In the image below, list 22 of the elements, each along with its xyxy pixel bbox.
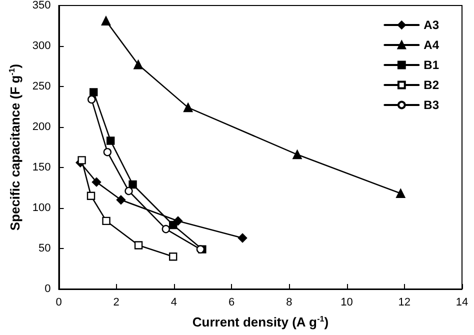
y-tick-label: 150 [32, 162, 51, 174]
legend-label: A4 [424, 38, 440, 52]
x-tick-label: 14 [456, 296, 468, 308]
legend-label: B3 [424, 98, 440, 112]
y-axis-title: Specific capacitance (F g-1) [8, 64, 22, 231]
x-tick-label: 2 [113, 296, 120, 308]
y-tick-label: 300 [32, 40, 51, 52]
y-tick-label: 350 [32, 0, 51, 12]
legend-label: B2 [424, 78, 440, 92]
x-tick-label: 8 [286, 296, 292, 308]
y-tick-label: 50 [38, 242, 51, 254]
legend-label: A3 [424, 18, 440, 32]
x-tick-label: 4 [170, 296, 178, 308]
x-tick-label: 6 [228, 296, 235, 308]
x-tick-label: 10 [340, 296, 353, 308]
y-tick-label: 250 [32, 80, 51, 92]
y-tick-label: 100 [32, 202, 51, 214]
y-tick-label: 0 [44, 283, 51, 295]
x-tick-label: 0 [56, 296, 62, 308]
x-tick-label: 12 [398, 296, 411, 308]
y-tick-label: 200 [32, 121, 51, 133]
legend-label: B1 [424, 58, 440, 72]
